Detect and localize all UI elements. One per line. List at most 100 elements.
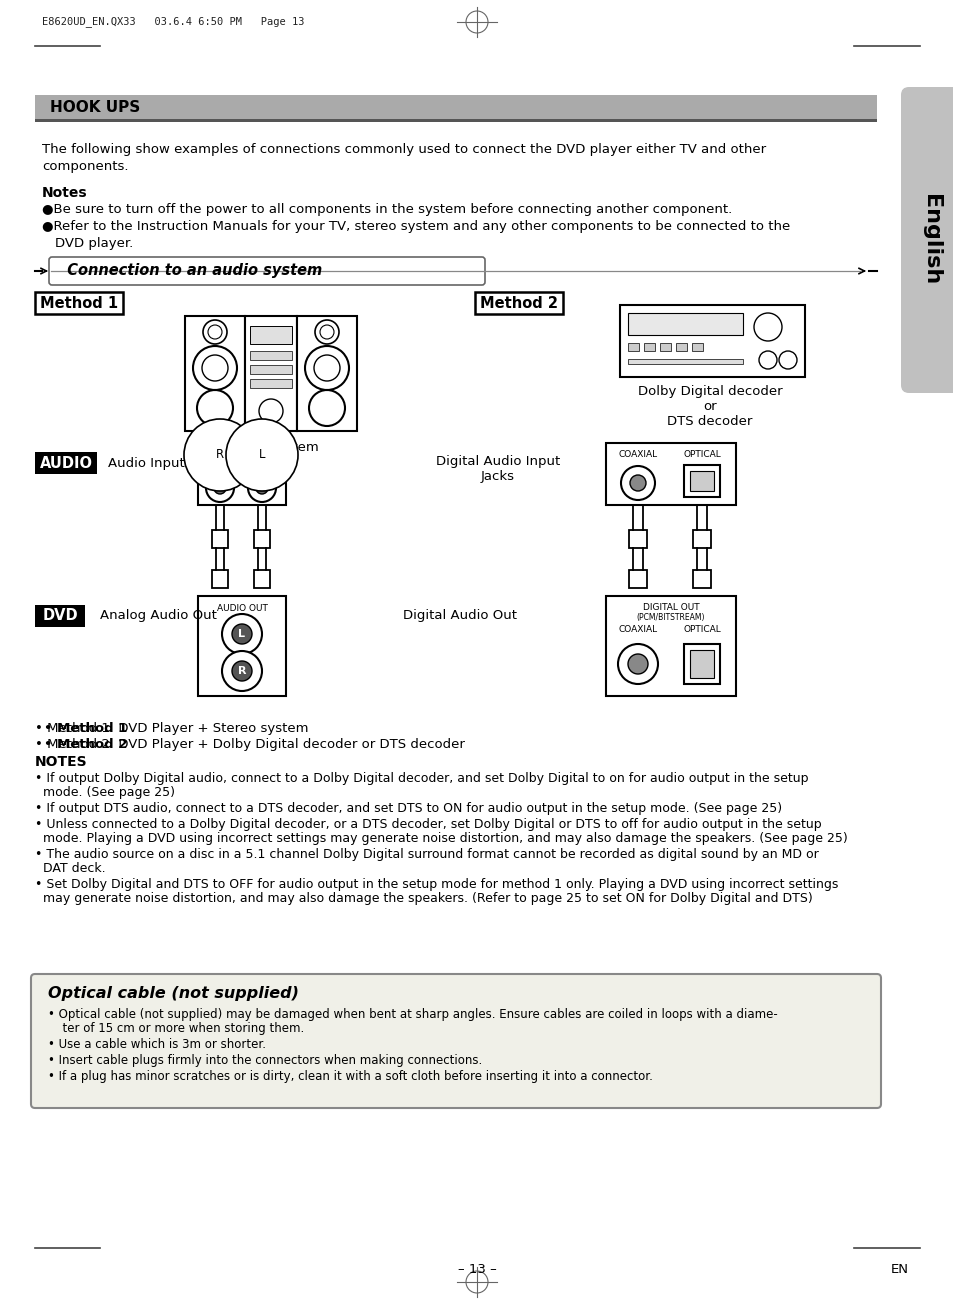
Text: Connection to an audio system: Connection to an audio system (57, 264, 322, 278)
Text: Stereo system: Stereo system (223, 441, 318, 454)
Bar (605, 443, 735, 505)
Text: Digital Audio Out: Digital Audio Out (402, 610, 517, 623)
Text: Dolby Digital decoder
or
DTS decoder: Dolby Digital decoder or DTS decoder (637, 385, 781, 428)
Text: COAXIAL: COAXIAL (618, 626, 657, 633)
Bar (250, 351, 292, 360)
Bar (198, 443, 286, 505)
Text: DAT deck.: DAT deck. (35, 862, 106, 875)
Circle shape (627, 654, 647, 674)
Text: ter of 15 cm or more when storing them.: ter of 15 cm or more when storing them. (55, 1023, 304, 1034)
Bar (296, 316, 356, 431)
Bar (683, 465, 720, 498)
Text: may generate noise distortion, and may also damage the speakers. (Refer to page : may generate noise distortion, and may a… (35, 892, 812, 905)
Text: AUDIO OUT: AUDIO OUT (216, 603, 267, 613)
Text: L: L (238, 629, 245, 639)
Bar (212, 530, 228, 549)
Text: Audio Input Jacks: Audio Input Jacks (108, 457, 223, 469)
Circle shape (629, 475, 645, 491)
Bar (253, 530, 270, 549)
Text: COAXIAL: COAXIAL (618, 451, 657, 458)
Bar (475, 293, 562, 313)
Text: EN: EN (890, 1263, 908, 1276)
Circle shape (232, 624, 252, 644)
Circle shape (213, 482, 226, 494)
Bar (605, 596, 735, 696)
Bar (628, 569, 646, 588)
Text: The following show examples of connections commonly used to connect the DVD play: The following show examples of connectio… (42, 142, 765, 155)
FancyBboxPatch shape (30, 974, 880, 1107)
Text: HOOK UPS: HOOK UPS (50, 99, 140, 115)
Text: – 13 –: – 13 – (457, 1263, 496, 1276)
Bar (691, 343, 702, 351)
Circle shape (255, 482, 268, 494)
Bar (250, 379, 292, 388)
Bar (250, 364, 292, 374)
Text: components.: components. (42, 161, 129, 172)
Bar (253, 569, 270, 588)
Bar (35, 605, 85, 627)
Bar (676, 343, 686, 351)
Text: • The audio source on a disc in a 5.1 channel Dolby Digital surround format cann: • The audio source on a disc in a 5.1 ch… (35, 848, 818, 861)
Text: (PCM/BITSTREAM): (PCM/BITSTREAM) (636, 613, 704, 622)
Bar (185, 316, 245, 431)
Bar (683, 644, 720, 684)
Text: • Method 1: • Method 1 (44, 722, 128, 735)
Text: • Optical cable (not supplied) may be damaged when bent at sharp angles. Ensure : • Optical cable (not supplied) may be da… (48, 1008, 777, 1021)
Bar (692, 569, 710, 588)
Text: DIGITAL OUT: DIGITAL OUT (642, 603, 699, 613)
Circle shape (222, 650, 262, 691)
Text: ●Be sure to turn off the power to all components in the system before connecting: ●Be sure to turn off the power to all co… (42, 202, 732, 215)
Text: • Insert cable plugs firmly into the connectors when making connections.: • Insert cable plugs firmly into the con… (48, 1054, 482, 1067)
Bar (659, 343, 670, 351)
Bar (198, 596, 286, 696)
Text: • If output Dolby Digital audio, connect to a Dolby Digital decoder, and set Dol: • If output Dolby Digital audio, connect… (35, 772, 807, 785)
Text: English: English (920, 195, 940, 286)
Text: OPTICAL: OPTICAL (682, 626, 720, 633)
Circle shape (248, 474, 275, 502)
Bar (35, 95, 876, 119)
Text: • Method 1  DVD Player + Stereo system: • Method 1 DVD Player + Stereo system (35, 722, 308, 735)
Bar (35, 293, 123, 313)
Text: mode. Playing a DVD using incorrect settings may generate noise distortion, and : mode. Playing a DVD using incorrect sett… (35, 832, 847, 845)
Bar (212, 569, 228, 588)
Text: mode. (See page 25): mode. (See page 25) (35, 786, 174, 799)
Text: • Method 2: • Method 2 (44, 738, 128, 751)
Circle shape (206, 474, 233, 502)
Text: DVD player.: DVD player. (55, 236, 133, 249)
Text: Digital Audio Input
Jacks: Digital Audio Input Jacks (436, 454, 559, 483)
Text: • Unless connected to a Dolby Digital decoder, or a DTS decoder, set Dolby Digit: • Unless connected to a Dolby Digital de… (35, 818, 821, 831)
Text: • Use a cable which is 3m or shorter.: • Use a cable which is 3m or shorter. (48, 1038, 266, 1051)
Text: • If output DTS audio, connect to a DTS decoder, and set DTS to ON for audio out: • If output DTS audio, connect to a DTS … (35, 802, 781, 815)
Bar (627, 343, 639, 351)
Bar (35, 452, 97, 474)
Bar (35, 119, 876, 121)
Bar (627, 313, 742, 336)
Circle shape (232, 661, 252, 680)
Circle shape (618, 644, 658, 684)
Text: • Set Dolby Digital and DTS to OFF for audio output in the setup mode for method: • Set Dolby Digital and DTS to OFF for a… (35, 878, 838, 891)
Circle shape (222, 614, 262, 654)
Text: R: R (215, 448, 224, 461)
Bar (245, 316, 296, 431)
Text: OPTICAL: OPTICAL (682, 451, 720, 458)
Bar (643, 343, 655, 351)
Text: DVD: DVD (42, 609, 78, 623)
Text: Analog Audio Out: Analog Audio Out (100, 610, 216, 623)
Bar (627, 359, 742, 364)
Text: E8620UD_EN.QX33   03.6.4 6:50 PM   Page 13: E8620UD_EN.QX33 03.6.4 6:50 PM Page 13 (42, 16, 304, 27)
FancyBboxPatch shape (900, 88, 953, 393)
Text: ●Refer to the Instruction Manuals for your TV, stereo system and any other compo: ●Refer to the Instruction Manuals for yo… (42, 219, 789, 232)
Bar (250, 326, 292, 343)
Bar (619, 306, 804, 377)
Circle shape (620, 466, 655, 500)
Text: Method 1: Method 1 (40, 295, 118, 311)
Bar (689, 471, 713, 491)
Bar (628, 530, 646, 549)
Text: AUDIO: AUDIO (39, 456, 92, 470)
Bar (692, 530, 710, 549)
Text: Optical cable (not supplied): Optical cable (not supplied) (48, 986, 298, 1000)
Text: NOTES: NOTES (35, 755, 88, 769)
FancyBboxPatch shape (49, 257, 484, 285)
Text: Notes: Notes (42, 185, 88, 200)
Text: R: R (237, 666, 246, 677)
